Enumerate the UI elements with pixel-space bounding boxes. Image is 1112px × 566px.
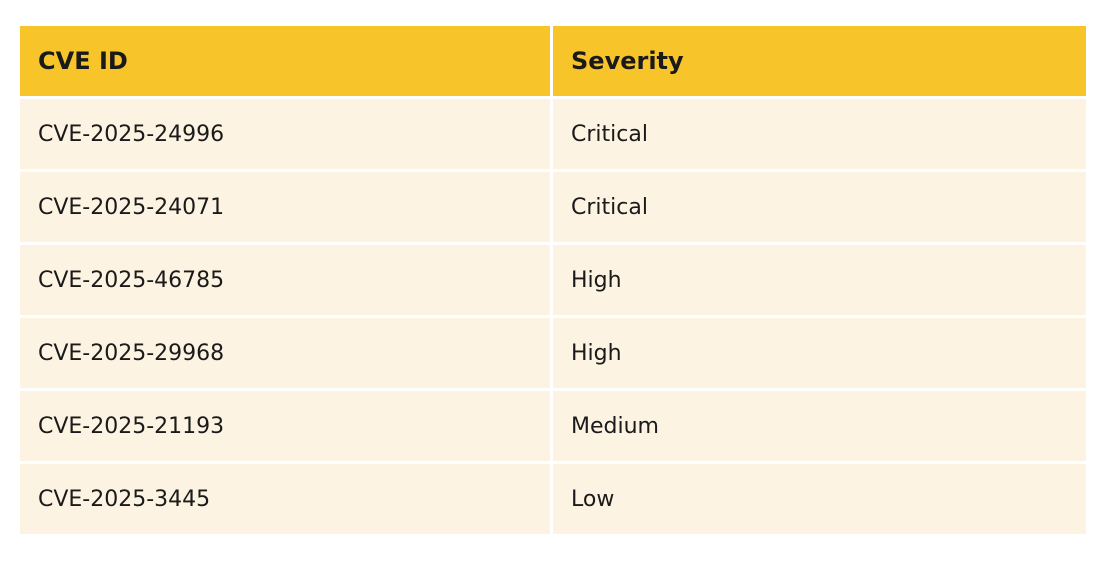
cve-id-cell: CVE-2025-3445 [20,464,550,534]
table-row: CVE-2025-3445 Low [20,464,1086,534]
cve-id-cell: CVE-2025-21193 [20,391,550,461]
severity-cell: High [553,245,1086,315]
cve-id-cell: CVE-2025-24996 [20,99,550,169]
header-severity: Severity [553,26,1086,96]
table-row: CVE-2025-21193 Medium [20,391,1086,461]
table-row: CVE-2025-29968 High [20,318,1086,388]
table-row: CVE-2025-46785 High [20,245,1086,315]
cve-table-container: CVE ID Severity CVE-2025-24996 Critical … [20,26,1086,534]
table-header-row: CVE ID Severity [20,26,1086,96]
table-row: CVE-2025-24996 Critical [20,99,1086,169]
header-cve-id: CVE ID [20,26,550,96]
severity-cell: Critical [553,99,1086,169]
severity-cell: Low [553,464,1086,534]
severity-cell: Medium [553,391,1086,461]
cve-severity-table: CVE ID Severity CVE-2025-24996 Critical … [17,23,1089,537]
cve-id-cell: CVE-2025-46785 [20,245,550,315]
table-row: CVE-2025-24071 Critical [20,172,1086,242]
severity-cell: Critical [553,172,1086,242]
cve-id-cell: CVE-2025-29968 [20,318,550,388]
severity-cell: High [553,318,1086,388]
cve-id-cell: CVE-2025-24071 [20,172,550,242]
